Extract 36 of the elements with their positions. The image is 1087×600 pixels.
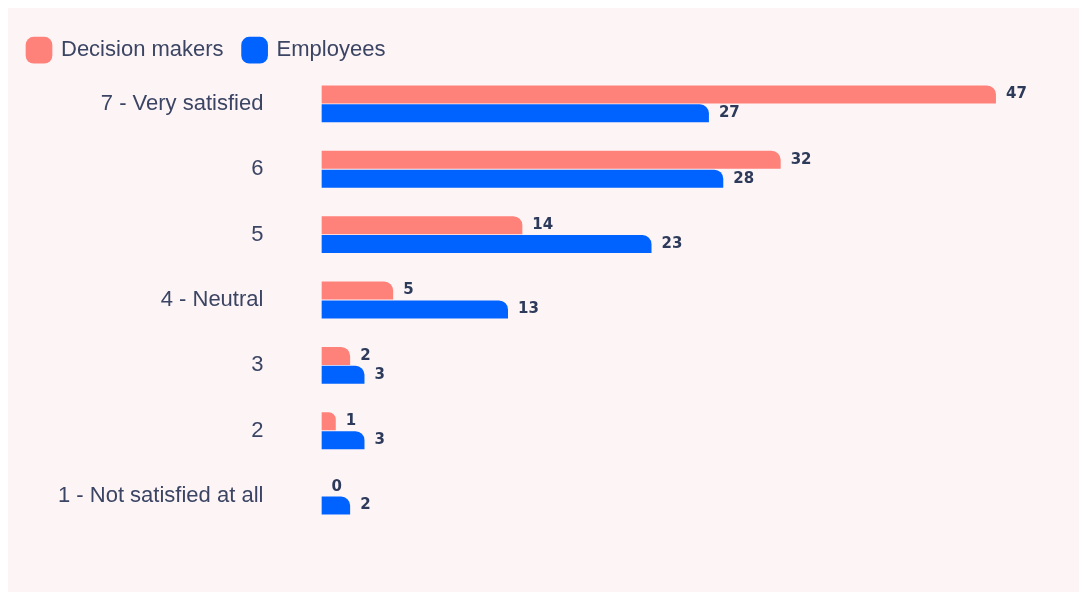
bar xyxy=(321,216,523,235)
bar xyxy=(321,235,652,254)
y-tick-label: 7 - Very satisfied xyxy=(100,89,264,115)
data-label: 23 xyxy=(661,234,683,252)
data-label: 5 xyxy=(403,280,414,299)
bar xyxy=(321,431,365,450)
data-label: 3 xyxy=(374,364,385,383)
data-label: 0 xyxy=(331,476,342,495)
bar xyxy=(321,281,394,300)
y-tick-label: 4 - Neutral xyxy=(160,286,264,312)
bar xyxy=(321,346,351,365)
bar xyxy=(321,365,365,384)
bar xyxy=(321,104,709,123)
legend-label: Decision makers xyxy=(61,36,224,62)
y-tick-label: 5 xyxy=(251,220,264,246)
y-tick-label: 3 xyxy=(251,351,264,377)
y-tick-label: 6 xyxy=(251,155,264,181)
data-label: 13 xyxy=(517,299,539,318)
bar xyxy=(321,169,724,188)
bar xyxy=(321,412,336,431)
data-label: 27 xyxy=(718,103,740,122)
bar xyxy=(321,300,508,319)
data-label: 2 xyxy=(360,495,371,514)
bar xyxy=(321,85,996,104)
data-label: 2 xyxy=(360,345,371,364)
y-tick-label: 2 xyxy=(251,416,264,442)
data-label: 47 xyxy=(1005,84,1027,103)
data-label: 1 xyxy=(345,411,357,430)
data-label: 14 xyxy=(532,215,554,234)
data-label: 3 xyxy=(374,430,385,449)
bar xyxy=(321,150,781,169)
data-label: 32 xyxy=(790,149,812,168)
legend-label: Employees xyxy=(276,36,386,62)
y-tick-label: 1 - Not satisfied at all xyxy=(57,482,264,508)
bar xyxy=(321,496,351,515)
data-label: 28 xyxy=(733,168,755,187)
